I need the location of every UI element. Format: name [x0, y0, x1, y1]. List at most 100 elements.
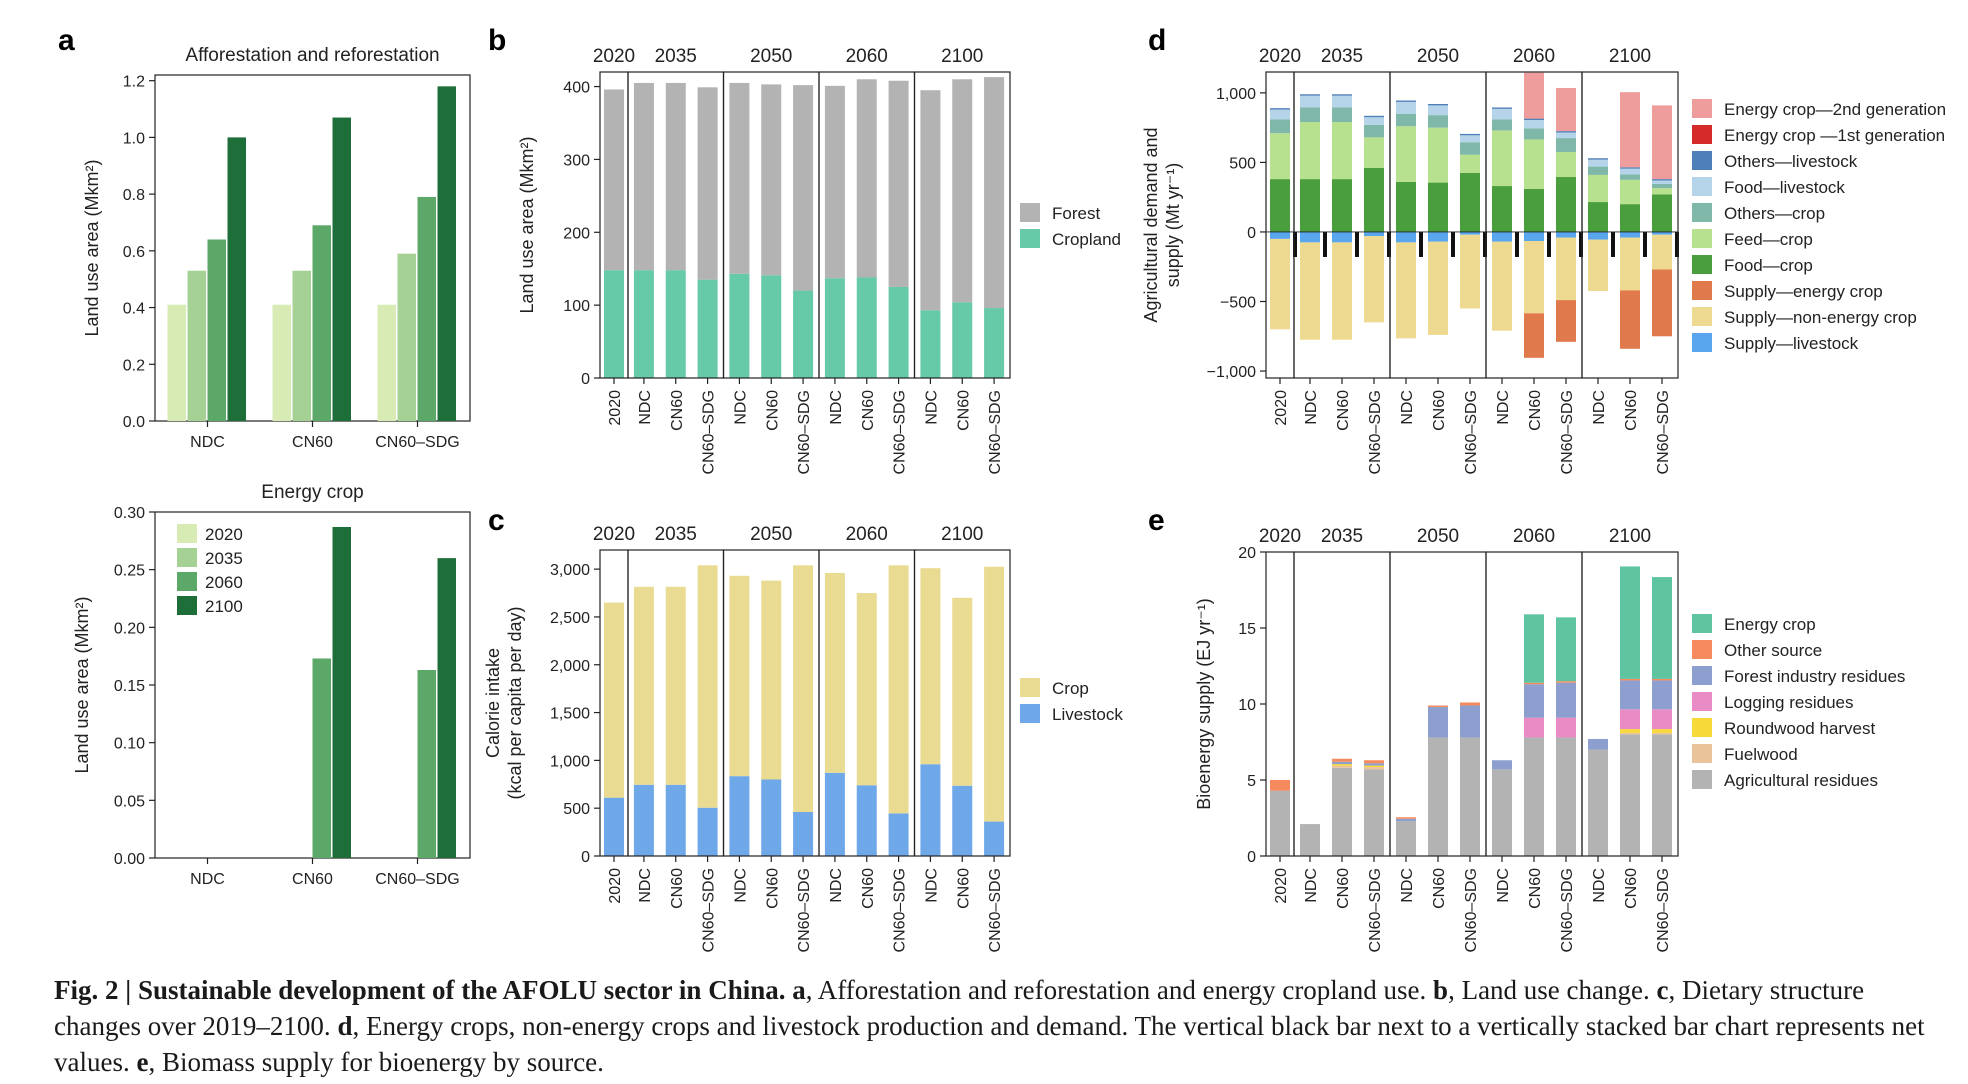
chart-d-bar-7-2: [1492, 119, 1512, 131]
caption-text-c: , Dietary structure changes over 2019–21…: [54, 975, 1865, 1041]
chart-e-xtick-label-12: CN60–SDG: [1655, 868, 1672, 952]
chart-c-bar-11-1: [952, 597, 973, 786]
chart-d-legend-label-2: Others—livestock: [1724, 152, 1858, 171]
chart-e-bar-9-6: [1556, 617, 1576, 682]
chart-e-bar-1-0: [1300, 824, 1320, 856]
chart-d-bar-2-1: [1332, 122, 1352, 180]
chart-d-bar-11-3: [1620, 168, 1640, 175]
chart-d-group-label-4: 2100: [1609, 46, 1651, 67]
chart-d-bar-4-7: [1396, 231, 1416, 243]
chart-d-legend-swatch-7: [1692, 281, 1712, 300]
chart-d-bar-8-1: [1524, 139, 1544, 189]
chart-c-legend-label-0: Crop: [1052, 679, 1089, 698]
chart-b-bar-4-0: [729, 273, 750, 378]
chart-d-xtick-label-9: CN60–SDG: [1559, 390, 1576, 474]
chart-a2-xtick-label-0: NDC: [190, 871, 225, 888]
chart-d-ytick-label-3: 500: [1229, 155, 1256, 172]
chart-c-legend-swatch-1: [1020, 704, 1040, 723]
chart-e-bar-3-0: [1364, 769, 1384, 856]
chart-b-bar-4-1: [729, 82, 750, 274]
chart-a1-bar-1-3: [332, 117, 351, 421]
chart-c-ytick-label-4: 2,000: [550, 658, 590, 675]
chart-d-legend-swatch-2: [1692, 151, 1712, 170]
chart-d-legend-swatch-8: [1692, 307, 1712, 326]
chart-d-ytick-label-2: 0: [1247, 225, 1256, 242]
chart-d-bar-11-6: [1620, 92, 1640, 168]
chart-d-bar-3-0: [1364, 167, 1384, 232]
chart-d-bar-0-4: [1270, 108, 1290, 110]
chart-a2-ytick-label-6: 0.30: [114, 505, 145, 522]
chart-c-group-label-4: 2100: [941, 524, 983, 545]
caption-panel-d: d: [337, 1011, 353, 1041]
chart-d-bar-3-4: [1364, 115, 1384, 118]
chart-c-legend-label-1: Livestock: [1052, 705, 1123, 724]
chart-d-bar-0-7: [1270, 231, 1290, 239]
chart-b-group-label-4: 2100: [941, 46, 983, 67]
chart-d-bar-0-1: [1270, 133, 1290, 180]
chart-b-bar-5-0: [761, 275, 782, 378]
chart-a1-bar-0-2: [207, 239, 226, 421]
chart-e-bar-12-4: [1652, 680, 1672, 710]
chart-e-bar-2-5: [1332, 758, 1352, 762]
chart-e-bar-10-0: [1588, 749, 1608, 856]
panel-letter-a: a: [58, 24, 75, 57]
chart-e-xtick-label-6: CN60–SDG: [1463, 868, 1480, 952]
chart-d-bar-4-1: [1396, 126, 1416, 182]
chart-d-net-bar-3: [1387, 231, 1391, 257]
chart-d-bar-10-1: [1588, 174, 1608, 203]
chart-a1-bar-2-2: [417, 196, 436, 421]
chart-e-bar-6-4: [1460, 705, 1480, 738]
chart-d-legend-label-9: Supply—livestock: [1724, 334, 1859, 353]
chart-d-bar-9-2: [1556, 138, 1576, 152]
chart-c-ytick-label-0: 0: [581, 849, 590, 866]
chart-d-bar-8-0: [1524, 188, 1544, 232]
chart-d-bar-10-2: [1588, 166, 1608, 175]
chart-b-bar-11-0: [952, 302, 973, 378]
chart-b-legend-swatch-0: [1020, 203, 1040, 222]
chart-a1-bar-1-2: [312, 225, 331, 421]
chart-a2-legend-swatch-1: [177, 548, 197, 567]
chart-d-legend-label-8: Supply—non-energy crop: [1724, 308, 1917, 327]
chart-d-net-bar-0: [1293, 231, 1297, 257]
chart-e-legend-label-5: Fuelwood: [1724, 745, 1798, 764]
chart-e-ytick-label-3: 15: [1238, 621, 1256, 638]
chart-c-bar-4-0: [729, 776, 750, 856]
chart-d-xtick-label-10: NDC: [1591, 390, 1608, 425]
chart-e-bar-0-5: [1270, 780, 1290, 791]
chart-e-bar-7-4: [1492, 760, 1512, 770]
chart-c-xtick-label-2: CN60: [669, 868, 686, 909]
chart-e-xtick-label-2: CN60: [1335, 868, 1352, 909]
panel-letter-e: e: [1148, 504, 1165, 537]
chart-a2-xtick-label-2: CN60–SDG: [375, 871, 459, 888]
chart-e-legend-label-4: Roundwood harvest: [1724, 719, 1875, 738]
chart-a2-bar-1-2: [312, 658, 331, 858]
chart-d-xtick-label-5: CN60: [1431, 390, 1448, 431]
chart-d-bar-1-3: [1300, 95, 1320, 108]
chart-d-ytick-label-1: −500: [1220, 295, 1256, 312]
chart-c-ytick-label-5: 2,500: [550, 610, 590, 627]
chart-d-xtick-label-6: CN60–SDG: [1463, 390, 1480, 474]
chart-c-xtick-label-11: CN60: [955, 868, 972, 909]
chart-c-bar-10-0: [920, 764, 941, 856]
chart-c-bar-7-1: [824, 572, 845, 773]
chart-c-xtick-label-5: CN60: [764, 868, 781, 909]
chart-d-bar-7-4: [1492, 107, 1512, 109]
chart-d-legend-swatch-0: [1692, 99, 1712, 118]
chart-d-bar-8-3: [1524, 119, 1544, 129]
chart-d-net-bar-2: [1355, 231, 1359, 257]
chart-d-legend-swatch-6: [1692, 255, 1712, 274]
chart-e-bar-12-1: [1652, 732, 1672, 735]
chart-a2-legend-swatch-3: [177, 596, 197, 615]
chart-b-xtick-label-2: CN60: [669, 390, 686, 431]
chart-a1-bar-0-0: [167, 304, 186, 421]
chart-e-bar-11-0: [1620, 734, 1640, 856]
chart-e-bar-11-3: [1620, 709, 1640, 730]
caption-text-a: , Afforestation and reforestation and en…: [805, 975, 1434, 1005]
chart-e-bar-8-6: [1524, 614, 1544, 683]
chart-d-net-bar-1: [1323, 231, 1327, 257]
chart-d-bar-12-0: [1652, 194, 1672, 232]
chart-a2-title: Energy crop: [261, 482, 363, 503]
chart-c-bar-10-1: [920, 568, 941, 765]
chart-b-bar-12-0: [984, 308, 1005, 378]
chart-c-bar-12-0: [984, 821, 1005, 856]
